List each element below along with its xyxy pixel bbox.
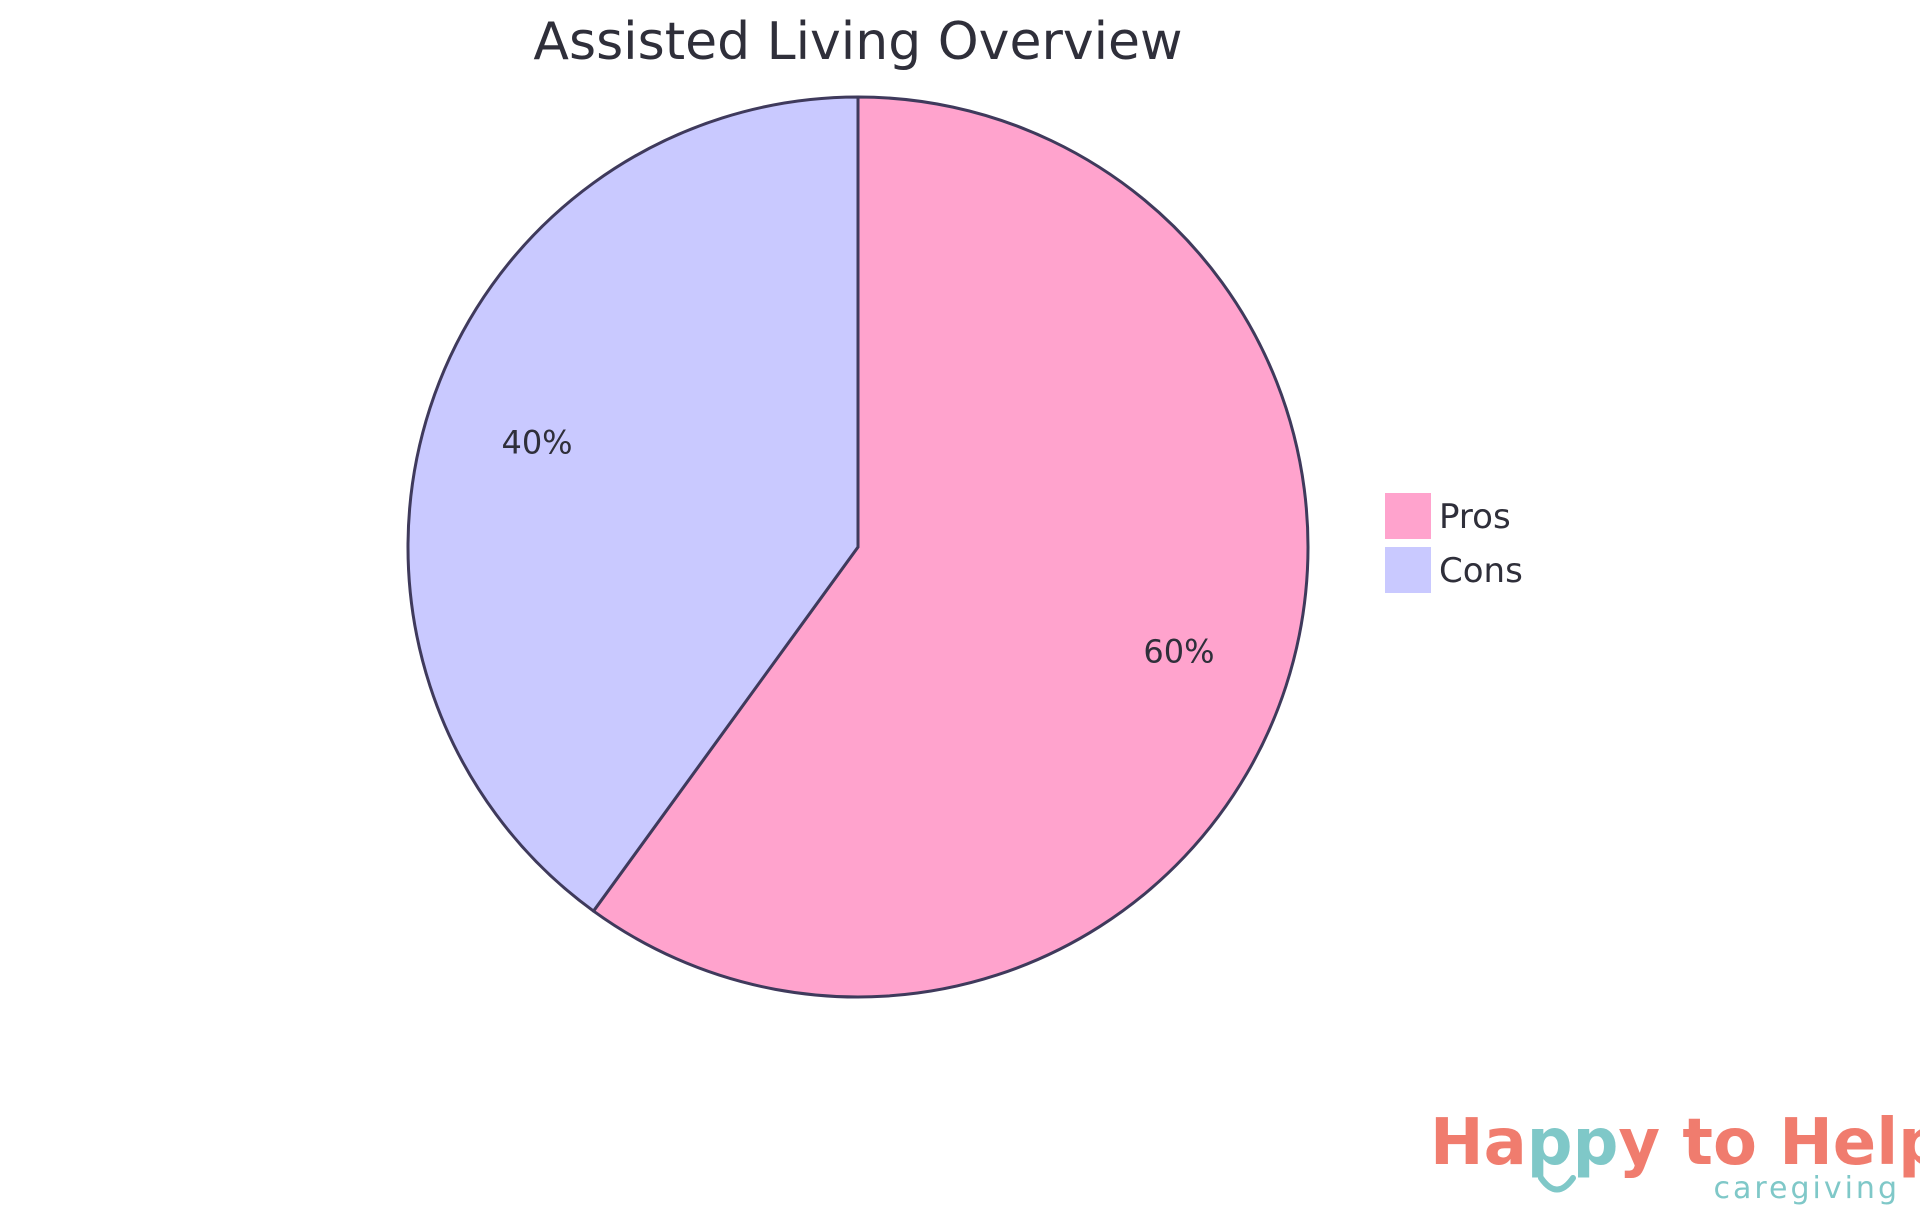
happy-to-help-logo: Happy to Help caregiving — [1430, 1105, 1920, 1215]
legend-item-pros: Pros — [1385, 493, 1511, 539]
legend-item-cons: Cons — [1385, 547, 1523, 593]
legend-swatch-pros — [1385, 493, 1431, 539]
logo-wordmark: Happy to Help — [1430, 1105, 1920, 1181]
pie-slice-pros — [591, 95, 1310, 999]
legend-label-pros: Pros — [1439, 497, 1511, 537]
smile-icon — [1538, 1175, 1576, 1193]
chart-title: Assisted Living Overview — [533, 12, 1182, 72]
pie-slices — [406, 95, 1310, 999]
legend: Pros Cons — [1385, 493, 1523, 593]
logo-text-part-3: y to Help — [1618, 1106, 1920, 1180]
legend-label-cons: Cons — [1439, 551, 1523, 591]
logo-tagline: caregiving — [1713, 1171, 1900, 1206]
legend-swatch-cons — [1385, 547, 1431, 593]
slice-label-cons: 40% — [501, 424, 572, 462]
pie-slice-labels: 60% 40% — [501, 424, 1214, 671]
logo-text-part-1: Ha — [1430, 1106, 1527, 1180]
logo-text-part-2: pp — [1526, 1106, 1619, 1180]
slice-label-pros: 60% — [1143, 632, 1214, 670]
pie-slice-cons — [406, 95, 860, 913]
